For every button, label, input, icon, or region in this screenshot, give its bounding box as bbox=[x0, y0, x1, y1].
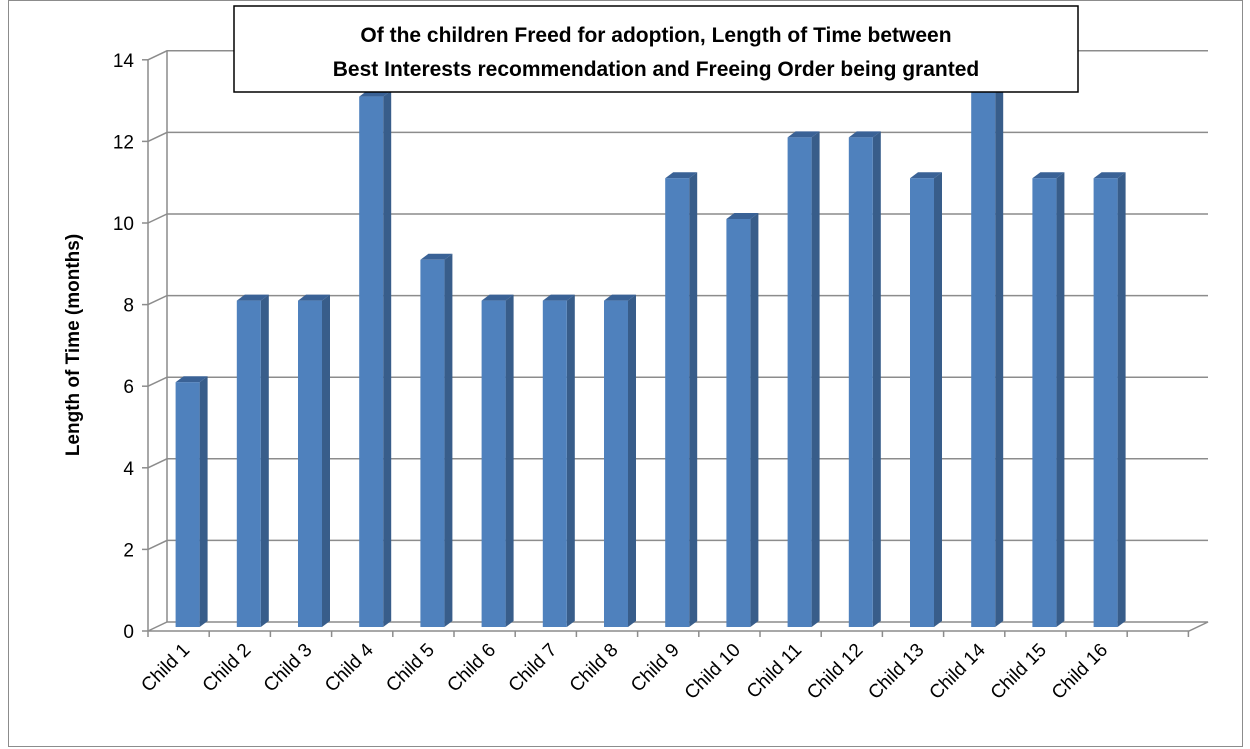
chart-title-line-1: Of the children Freed for adoption, Leng… bbox=[360, 24, 951, 47]
chart-title: Of the children Freed for adoption, Leng… bbox=[233, 5, 1079, 93]
y-tick-label: 0 bbox=[123, 622, 134, 643]
x-tick-label: Child 15 bbox=[987, 640, 1051, 704]
bar bbox=[665, 172, 698, 627]
x-tick-label: Child 3 bbox=[260, 640, 317, 697]
bar-side bbox=[566, 294, 575, 627]
bar-side bbox=[689, 172, 698, 627]
bar-front bbox=[910, 178, 934, 627]
bar bbox=[1032, 172, 1065, 627]
bar-side bbox=[199, 376, 208, 627]
bar-front bbox=[175, 382, 200, 627]
bar-front bbox=[542, 300, 567, 627]
x-tick-label: Child 14 bbox=[926, 639, 990, 703]
bar bbox=[481, 294, 514, 627]
bar bbox=[542, 294, 575, 627]
x-tick-label: Child 9 bbox=[627, 640, 684, 697]
bars bbox=[175, 70, 1126, 628]
bar-top bbox=[604, 294, 636, 301]
x-tick-label: Child 8 bbox=[566, 640, 623, 697]
bar-top bbox=[665, 172, 698, 179]
bar-side bbox=[995, 70, 1004, 627]
x-tick-label: Child 1 bbox=[137, 640, 194, 697]
bar bbox=[1093, 172, 1126, 627]
x-axis-floor bbox=[147, 621, 1209, 632]
bar-top bbox=[236, 294, 269, 301]
bar-side bbox=[505, 294, 514, 627]
y-tick-label: 2 bbox=[123, 540, 134, 561]
y-tick-label: 10 bbox=[113, 214, 134, 235]
bar-top bbox=[1032, 172, 1065, 179]
x-tick-label: Child 12 bbox=[803, 640, 867, 704]
bar-top bbox=[726, 213, 759, 219]
bar-top bbox=[1093, 172, 1126, 179]
bar-side bbox=[444, 253, 453, 628]
bar-front bbox=[481, 300, 506, 627]
x-tick-label: Child 6 bbox=[443, 640, 500, 697]
bar-side bbox=[934, 172, 942, 627]
bar-top bbox=[848, 131, 881, 138]
bar-side bbox=[1056, 172, 1065, 627]
y-tick-label: 6 bbox=[123, 377, 134, 398]
bar-top bbox=[787, 131, 820, 138]
bar-front bbox=[604, 300, 628, 627]
bar-side bbox=[872, 131, 881, 627]
x-tick-label: Child 13 bbox=[864, 640, 928, 704]
bar-front bbox=[420, 259, 445, 627]
bar bbox=[604, 294, 636, 627]
y-tick-label: 12 bbox=[113, 132, 134, 153]
bar bbox=[236, 294, 269, 627]
bar bbox=[175, 376, 208, 627]
bar-top bbox=[298, 294, 330, 301]
bar-top bbox=[910, 172, 942, 179]
chart-title-box bbox=[233, 5, 1079, 93]
bar-side bbox=[1117, 172, 1126, 627]
gridline bbox=[147, 131, 1208, 143]
bar-front bbox=[848, 137, 873, 627]
bar bbox=[971, 70, 1004, 627]
bar-front bbox=[298, 300, 322, 627]
bar-side bbox=[811, 131, 820, 627]
bar-front bbox=[359, 96, 384, 628]
bar-side bbox=[750, 213, 759, 627]
bar-front bbox=[726, 219, 751, 627]
x-tick-label: Child 2 bbox=[199, 640, 256, 697]
x-tick-labels: Child 1 Child 2 Child 3 Child 4 Child 5 Child… bbox=[137, 639, 1112, 703]
x-tick-label: Child 16 bbox=[1048, 640, 1112, 704]
bar-top bbox=[481, 294, 514, 301]
bar-top bbox=[420, 253, 453, 260]
bar-front bbox=[236, 300, 261, 627]
bar bbox=[848, 131, 881, 627]
y-tick-label: 4 bbox=[123, 459, 134, 480]
x-tick-label: Child 4 bbox=[321, 639, 378, 696]
bar bbox=[420, 253, 453, 628]
y-tick-label: 14 bbox=[113, 51, 135, 72]
bar-side bbox=[383, 90, 392, 628]
bar-front bbox=[1032, 178, 1057, 627]
bar-front bbox=[665, 178, 690, 627]
bar-front bbox=[1093, 178, 1118, 627]
bar-side bbox=[322, 294, 330, 627]
bar bbox=[910, 172, 942, 627]
axes bbox=[142, 50, 1209, 637]
x-tick-label: Child 10 bbox=[681, 640, 745, 704]
bar bbox=[787, 131, 820, 627]
bar-top bbox=[175, 376, 208, 383]
y-tick-label: 8 bbox=[123, 296, 134, 317]
bar bbox=[298, 294, 330, 627]
y-axis-title: Length of Time (months) bbox=[63, 234, 84, 456]
x-tick-label: Child 11 bbox=[743, 640, 806, 703]
bar-side bbox=[628, 294, 636, 627]
bar-side bbox=[260, 294, 269, 627]
bar-top bbox=[542, 294, 575, 301]
x-tick-label: Child 5 bbox=[382, 640, 439, 697]
bar-front bbox=[971, 76, 996, 627]
y-tick-labels: 0 2 4 6 8 10 12 14 bbox=[113, 51, 135, 643]
x-tick-label: Child 7 bbox=[505, 640, 562, 697]
bar bbox=[726, 213, 759, 627]
bar-front bbox=[787, 137, 812, 627]
chart-title-line-2: Best Interests recommendation and Freein… bbox=[333, 58, 979, 81]
bar bbox=[359, 90, 392, 628]
